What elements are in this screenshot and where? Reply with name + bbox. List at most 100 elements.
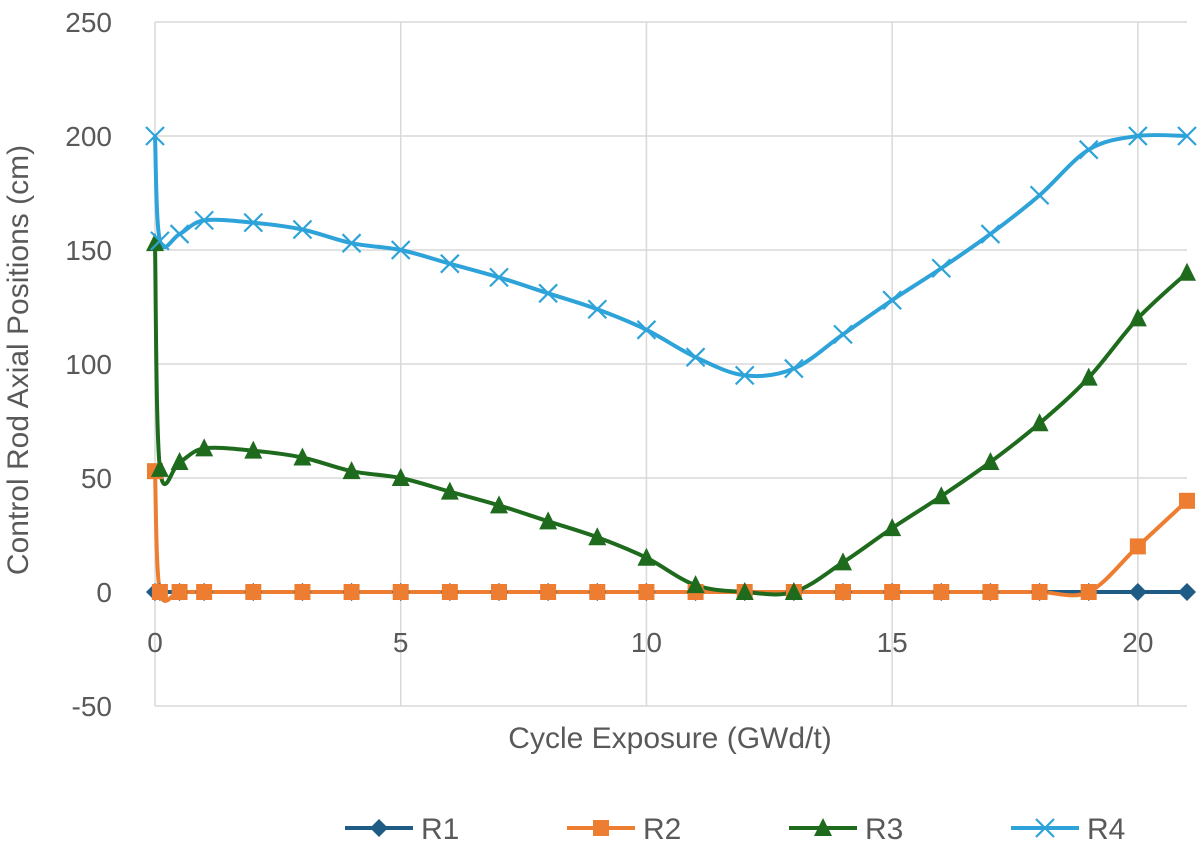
marker-r4-stroke [169,224,190,244]
marker-r4-stroke [440,253,460,274]
series-line-r3 [153,243,1189,597]
marker-r4 [292,219,313,240]
marker-r3 [588,527,607,546]
marker-r4-stroke [734,365,755,386]
marker-r2 [982,584,999,600]
marker-r2 [1080,584,1097,600]
marker-r4 [882,290,902,310]
marker-r4 [145,126,165,146]
marker-r2 [294,584,311,600]
legend-item-r4: R4 [1011,813,1125,846]
x-tick-label: 5 [393,627,409,658]
series-markers [145,126,1197,601]
marker-r3 [195,438,214,457]
y-axis-title: Control Rod Axial Positions (cm) [2,145,35,575]
marker-r4 [440,253,460,274]
y-tick-label: 250 [65,7,112,38]
marker-r3 [244,440,263,459]
marker-r3 [883,518,902,537]
marker-r4 [587,299,608,320]
marker-r2 [441,584,458,600]
marker-r4 [1078,139,1099,160]
marker-r2 [884,584,901,600]
marker-r2 [171,584,188,600]
series-line-r2 [153,471,1189,603]
marker-r4 [980,224,1001,244]
marker-r4 [194,210,214,231]
marker-r4 [833,324,853,345]
marker-r2 [540,584,557,600]
x-axis-title: Cycle Exposure (GWd/t) [508,722,831,755]
marker-r3 [981,452,1000,471]
x-tick-label: 10 [631,627,662,658]
marker-r2 [491,584,507,600]
marker-r3 [1079,367,1098,386]
marker-r3 [784,582,803,600]
marker-r4-stroke [489,267,509,288]
marker-r3 [686,575,705,594]
marker-r4 [784,358,804,379]
marker-r1 [1128,583,1147,601]
marker-r3 [735,582,754,600]
marker-r4-stroke [150,231,170,251]
marker-r4 [685,347,706,367]
marker-r4-stroke [1029,185,1050,206]
y-tick-label: 100 [65,349,112,380]
x-tick-label: 20 [1122,627,1153,658]
legend-label: R1 [421,813,459,846]
marker-r3 [539,511,558,530]
marker-r4 [538,283,558,304]
y-tick-label: -50 [72,691,112,722]
marker-r4-stroke [538,283,558,304]
gridlines [155,21,1187,707]
marker-r4-stroke [1177,126,1197,146]
legend-label: R3 [865,813,903,846]
marker-r3 [637,547,656,566]
marker-r4-stroke [292,219,313,240]
marker-r4-stroke [243,212,264,233]
marker-r4-stroke [390,240,411,260]
y-tick-label: 50 [81,463,112,494]
marker-r4 [636,320,657,340]
marker-r4-stroke [636,320,657,340]
y-tick-label: 200 [65,121,112,152]
marker-r3 [293,447,312,466]
legend-item-r3: R3 [789,813,903,846]
tick-labels: -50 0 50 100 150 200 250 0 5 10 15 20 [65,7,1153,722]
marker-r3 [150,458,169,477]
marker-r3 [342,461,361,480]
marker-r4-stroke [882,290,902,310]
marker-r3 [440,481,459,500]
marker-r4 [341,233,362,253]
marker-r2 [392,584,409,600]
marker-r2 [151,584,168,600]
marker-r4 [734,365,755,386]
legend-marker [593,820,609,836]
marker-r2 [1129,538,1146,555]
x-tick-label: 15 [877,627,908,658]
marker-r4 [1128,126,1148,146]
marker-r2 [835,584,851,600]
marker-r4-stroke [1128,126,1148,146]
series-lines [153,132,1189,603]
marker-r3 [146,233,164,252]
marker-r3 [932,486,951,505]
marker-r4 [150,231,170,251]
marker-r4 [1177,126,1197,146]
marker-r4 [243,212,264,233]
legend-item-r2: R2 [567,813,681,846]
marker-r4 [931,258,952,279]
legend-marker [370,819,388,837]
marker-r1 [1178,583,1196,601]
legend-label: R4 [1087,813,1125,846]
legend-item-r1: R1 [345,813,459,846]
marker-r4-stroke [784,358,804,379]
marker-r2 [1179,492,1195,509]
x-tick-label: 0 [147,627,163,658]
marker-r4-stroke [587,299,608,320]
marker-r3 [170,452,189,471]
marker-r3 [1178,262,1196,281]
marker-r4 [1029,185,1050,206]
marker-r2 [196,584,213,600]
